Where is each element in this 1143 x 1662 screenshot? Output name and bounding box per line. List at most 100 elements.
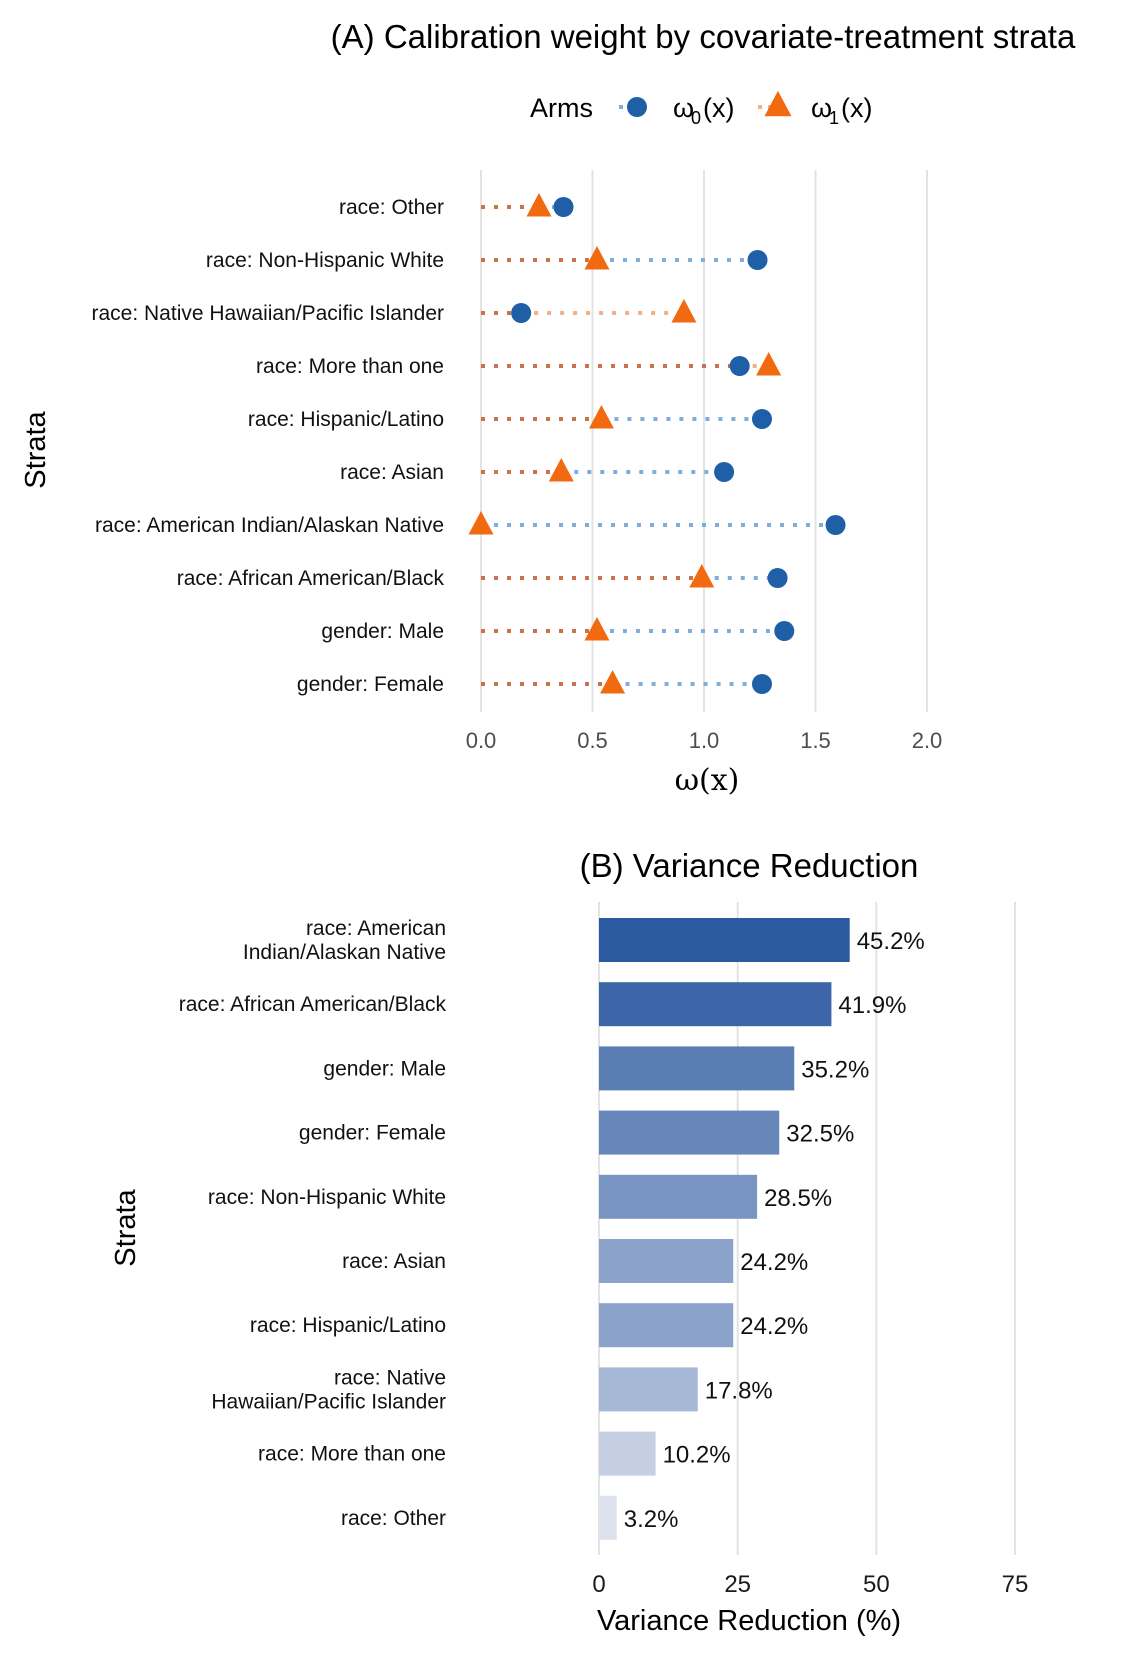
- bar-value-label: 45.2%: [857, 928, 925, 955]
- bar-value-label: 24.2%: [740, 1249, 808, 1276]
- bar: [599, 1174, 758, 1219]
- x-tick-label: 1.0: [689, 728, 720, 753]
- omega0-point: [774, 621, 795, 641]
- panel-b-category-labels: race: American Indian/Alaskan Nativerace:…: [179, 917, 447, 1530]
- omega1-point: [600, 670, 626, 694]
- bar-value-label: 10.2%: [663, 1442, 731, 1469]
- omega1-point: [689, 564, 715, 588]
- bar-value-label: 28.5%: [764, 1185, 832, 1212]
- x-tick-label: 75: [1002, 1571, 1029, 1598]
- category-label: race: More than one: [256, 355, 444, 378]
- omega0-point: [729, 356, 750, 376]
- panel-a-calibration-weights: (A) Calibration weight by covariate-trea…: [20, 18, 1076, 798]
- omega0-point: [825, 515, 846, 535]
- panel-a-title: (A) Calibration weight by covariate-trea…: [331, 18, 1076, 55]
- legend-label-omega1: ω: [811, 93, 832, 123]
- omega0-point: [747, 250, 768, 270]
- bar-value-label: 3.2%: [624, 1506, 679, 1533]
- omega0-point: [767, 568, 788, 588]
- panel-a-category-labels: race: Other race: Non-Hispanic White race:…: [92, 196, 445, 696]
- x-tick-label: 0.0: [466, 728, 497, 753]
- category-label: race: Hispanic/Latino: [248, 408, 444, 431]
- panel-b-variance-reduction: (B) Variance Reduction 45.2% 41.9% 35.2% 32…: [110, 847, 1028, 1637]
- omega0-point: [511, 303, 532, 323]
- category-label: race: Asian: [340, 461, 444, 484]
- bar: [599, 1367, 698, 1412]
- bar-value-label: 24.2%: [740, 1313, 808, 1340]
- category-label: gender: Female: [299, 1122, 446, 1145]
- category-label: gender: Male: [323, 1057, 446, 1080]
- category-label: race: Other: [339, 196, 444, 219]
- panel-a-markers: [468, 193, 846, 694]
- x-tick-label: 0: [592, 1571, 605, 1598]
- legend-circle-icon: [627, 97, 647, 117]
- bar-value-label: 32.5%: [786, 1121, 854, 1148]
- category-label: race: African American/Black: [179, 993, 447, 1016]
- category-label: race: Native Hawaiian/Pacific Islander: [211, 1366, 446, 1413]
- bar-value-label: 17.8%: [705, 1377, 773, 1404]
- omega0-point: [714, 462, 735, 482]
- category-label-line: Indian/Alaskan Native: [243, 941, 446, 964]
- bar: [599, 1239, 734, 1283]
- bar: [599, 1046, 795, 1091]
- legend-suffix-omega0: (x): [703, 93, 734, 123]
- omega1-point: [584, 617, 610, 641]
- omega1-point: [588, 405, 614, 429]
- legend-triangle-icon: [764, 90, 792, 117]
- bar-value-label: 35.2%: [801, 1056, 869, 1083]
- category-label: race: American Indian/Alaskan Native: [95, 514, 444, 537]
- category-label: gender: Female: [297, 673, 444, 696]
- x-tick-label: 50: [863, 1571, 890, 1598]
- legend-title: Arms: [530, 93, 593, 123]
- bar: [599, 982, 832, 1027]
- category-label: gender: Male: [321, 620, 444, 643]
- panel-b-bars: [599, 918, 850, 1540]
- bar: [599, 918, 850, 962]
- category-label: race: Asian: [342, 1250, 446, 1273]
- category-label: race: Native Hawaiian/Pacific Islander: [92, 302, 445, 325]
- category-label: race: Non-Hispanic White: [208, 1186, 446, 1209]
- bar: [599, 1495, 617, 1540]
- category-label: race: Other: [341, 1507, 446, 1530]
- omega1-point: [548, 458, 574, 482]
- category-label: race: Non-Hispanic White: [206, 249, 444, 272]
- bar: [599, 1303, 734, 1348]
- bar-value-label: 41.9%: [838, 992, 906, 1019]
- x-tick-label: 25: [724, 1571, 751, 1598]
- x-tick-label: 0.5: [577, 728, 608, 753]
- panel-a-segments: [481, 205, 836, 686]
- panel-a-y-axis-label: Strata: [20, 410, 52, 488]
- category-label-line: Hawaiian/Pacific Islander: [211, 1390, 446, 1413]
- category-label-line: race: American: [306, 917, 446, 940]
- omega1-point: [468, 511, 494, 535]
- category-label: race: More than one: [258, 1443, 446, 1466]
- legend-subscript-omega0: 0: [691, 108, 701, 128]
- panel-b-x-ticks: 0 25 50 75: [592, 1571, 1028, 1598]
- omega0-point: [553, 197, 574, 217]
- panel-a-x-axis-label: ω(x): [675, 763, 740, 798]
- panel-b-y-axis-label: Strata: [110, 1188, 142, 1266]
- x-tick-label: 1.5: [800, 728, 831, 753]
- omega1-point: [584, 246, 610, 270]
- omega0-point: [751, 409, 772, 429]
- category-label: race: Hispanic/Latino: [250, 1314, 446, 1337]
- category-label: race: African American/Black: [177, 567, 445, 590]
- panel-b-value-labels: 45.2% 41.9% 35.2% 32.5% 28.5% 24.2% 24.2% 17.8%…: [624, 928, 925, 1533]
- legend-subscript-omega1: 1: [829, 108, 839, 128]
- x-tick-label: 2.0: [912, 728, 943, 753]
- legend-suffix-omega1: (x): [841, 93, 872, 123]
- panel-a-x-ticks: 0.0 0.5 1.0 1.5 2.0: [466, 728, 943, 753]
- omega0-point: [751, 674, 772, 694]
- bar: [599, 1431, 656, 1476]
- bar: [599, 1110, 780, 1155]
- panel-b-title: (B) Variance Reduction: [580, 847, 919, 884]
- omega1-point: [526, 193, 552, 217]
- panel-b-x-axis-label: Variance Reduction (%): [597, 1605, 901, 1637]
- omega1-point: [671, 299, 697, 323]
- category-label-line: race: Native: [334, 1366, 446, 1389]
- legend-label-omega0: ω: [673, 93, 694, 123]
- panel-a-legend: Arms ω0 (x) ω1 (x): [530, 90, 872, 128]
- category-label: race: American Indian/Alaskan Native: [243, 917, 446, 964]
- omega1-point: [756, 352, 782, 376]
